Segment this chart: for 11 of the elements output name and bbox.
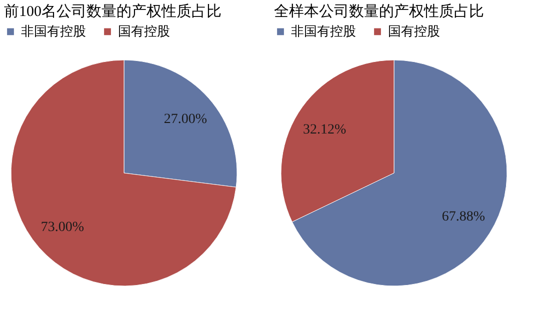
data-label: 27.00%	[164, 112, 208, 127]
legend-label: 国有控股	[118, 24, 170, 39]
chart-title: 前100名公司数量的产权性质占比	[4, 3, 222, 20]
legend-label: 非国有控股	[291, 24, 356, 39]
chart-title: 全样本公司数量的产权性质占比	[274, 3, 484, 20]
legend-label: 非国有控股	[21, 24, 86, 39]
data-label: 73.00%	[40, 220, 84, 236]
legend-label: 国有控股	[388, 24, 440, 39]
pie-slice	[10, 60, 236, 286]
data-label: 67.88%	[442, 210, 486, 225]
data-label: 32.12%	[303, 122, 347, 138]
